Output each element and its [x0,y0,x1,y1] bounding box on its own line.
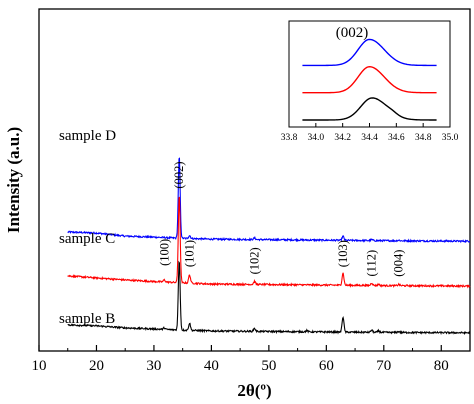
inset-series-line [302,38,437,67]
inset-tick-label: 33.8 [281,133,298,143]
inset-tick-label: 34.8 [415,133,432,143]
inset-tick-label: 34.6 [388,133,405,143]
peak-label: (004) [392,250,406,277]
peak-label: (002) [172,162,186,189]
series-label: sample D [59,128,116,144]
x-tick-label: 50 [261,358,276,374]
peak-label: (102) [248,247,262,274]
y-axis-title: Intensity (a.u.) [4,127,23,233]
inset-tick-label: 34.2 [334,133,351,143]
inset-frame [288,20,451,128]
x-tick-label: 40 [204,358,219,374]
series-line [67,157,471,244]
x-axis-title: 2θ(º) [237,381,271,400]
x-tick-label: 10 [32,358,47,374]
series-label: sample C [59,231,115,247]
series-line [67,196,471,289]
inset-series-line [302,65,437,94]
peak-label: (101) [183,240,197,267]
series-line [67,260,471,336]
main-plot: 10 20 30 40 50 60 70 80 sample D sample C sample B… [32,8,471,374]
series-label: sample B [59,311,115,327]
plot-frame [38,8,471,352]
inset-tick-label: 34.4 [361,133,378,143]
inset-tick-label: 34.0 [308,133,325,143]
inset-title: (002) [336,25,369,41]
inset-series-line [302,97,437,121]
x-tick-label: 30 [146,358,161,374]
x-tick-label: 20 [89,358,104,374]
inset-plot: 33.8 34.0 34.2 34.4 34.6 34.8 35.0 (002) [281,20,459,143]
inset-tick-label: 35.0 [442,133,459,143]
x-tick-label: 80 [434,358,449,374]
x-tick-label: 70 [376,358,391,374]
peak-label: (103) [336,240,350,267]
peak-label: (100) [157,239,171,266]
x-tick-label: 60 [319,358,334,374]
peak-label: (112) [365,250,379,277]
